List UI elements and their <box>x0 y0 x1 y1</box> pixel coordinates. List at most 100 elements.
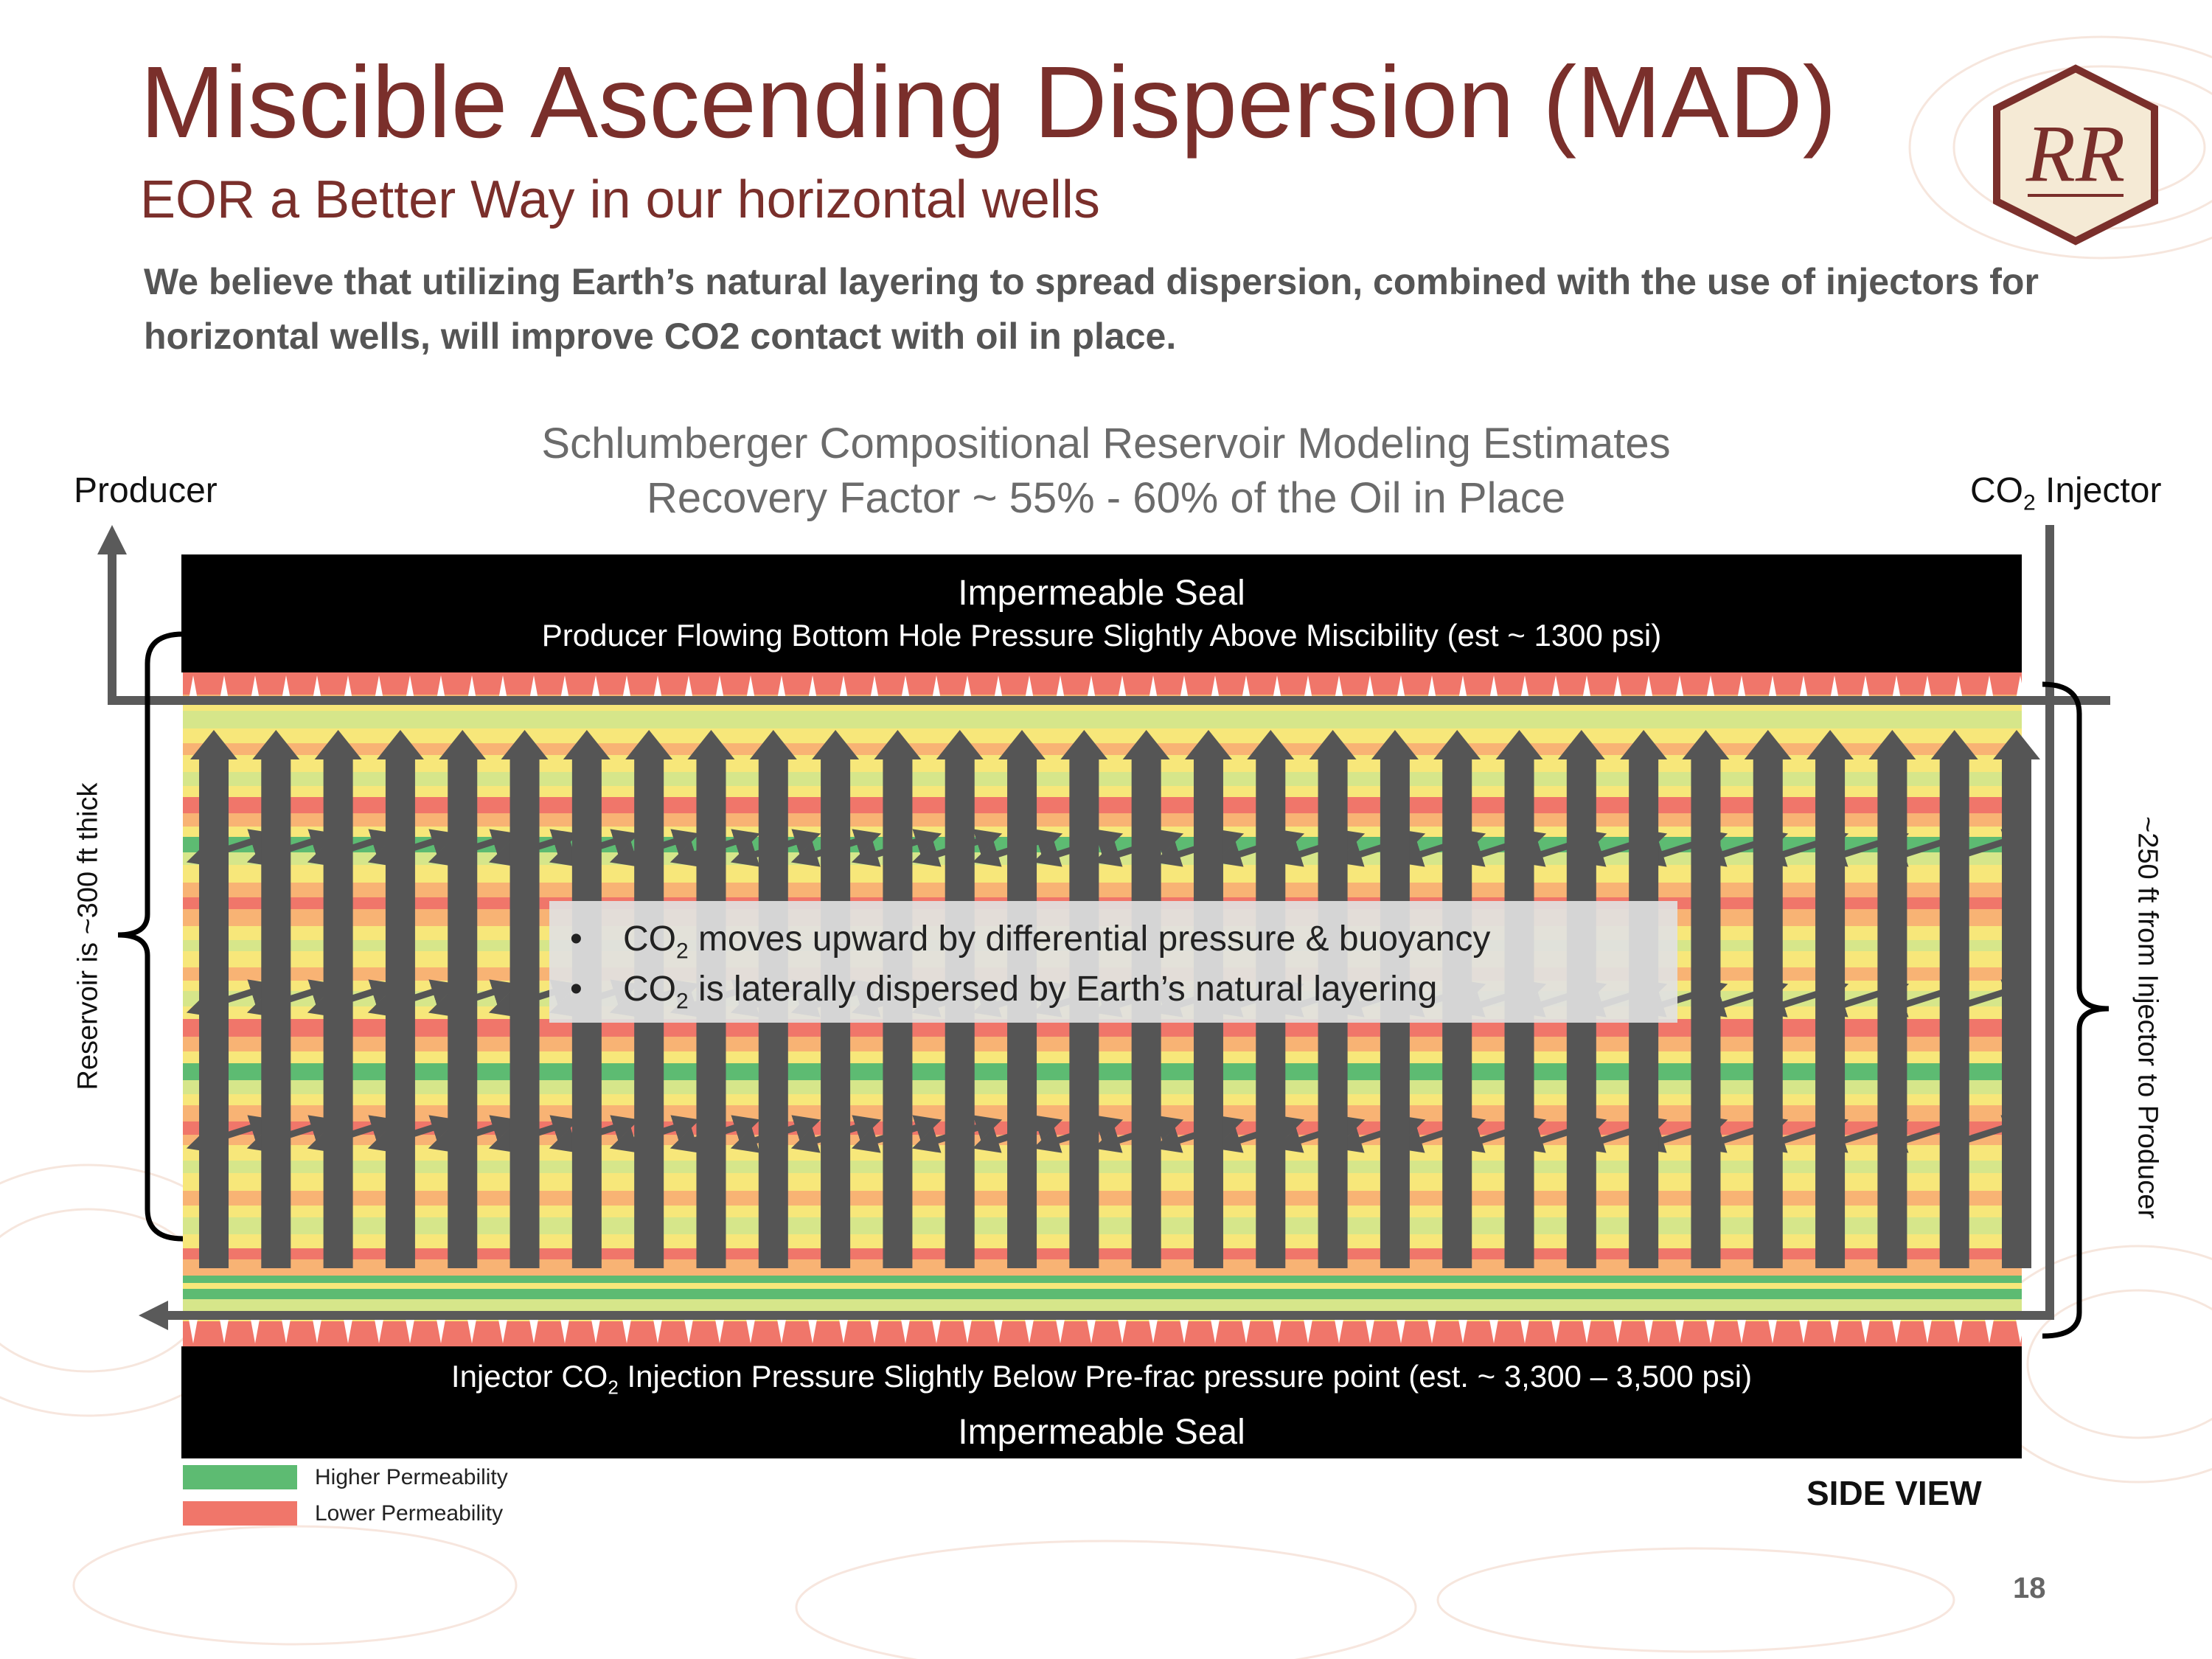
bottom-seal-note: Injector CO2 Injection Pressure Slightly… <box>451 1359 1753 1399</box>
reservoir-layer <box>183 711 2022 728</box>
boundary-spike <box>1396 1315 1406 1343</box>
boundary-spike <box>1520 1315 1530 1343</box>
boundary-spike <box>1148 1315 1158 1343</box>
boundary-spike <box>1303 1315 1313 1343</box>
boundary-spike <box>1334 1315 1344 1343</box>
boundary-spike <box>622 1315 632 1343</box>
boundary-spike <box>1674 1315 1685 1343</box>
boundary-spike <box>1953 1315 1964 1343</box>
boundary-spike <box>2015 1315 2025 1343</box>
upward-flow-arrow-icon <box>1806 730 1854 1268</box>
top-impermeable-seal: Impermeable Seal Producer Flowing Bottom… <box>181 554 2022 672</box>
boundary-spike <box>529 1315 539 1343</box>
boundary-spike <box>838 1315 849 1343</box>
injector-pipe <box>164 525 2054 1320</box>
boundary-spike <box>807 1315 818 1343</box>
boundary-spike <box>1922 1315 1933 1343</box>
boundary-spike <box>1644 1315 1654 1343</box>
boundary-spike <box>250 1315 260 1343</box>
boundary-spike <box>776 1315 787 1343</box>
key-points-box: • CO2 moves upward by differential pressu… <box>549 901 1677 1023</box>
boundary-spike <box>1829 1315 1840 1343</box>
side-view-label: SIDE VIEW <box>1806 1474 1982 1512</box>
boundary-spike <box>188 1315 198 1343</box>
boundary-spike <box>1241 1315 1251 1343</box>
intro-paragraph: We believe that utilizing Earth’s natura… <box>144 261 2039 357</box>
boundary-spike <box>684 1315 694 1343</box>
upward-flow-arrow-icon <box>314 730 362 1268</box>
boundary-spike <box>405 1315 415 1343</box>
boundary-spike <box>1086 1315 1096 1343</box>
boundary-spike <box>1427 1315 1437 1343</box>
well-pipe-arrow-icon <box>97 525 127 554</box>
boundary-spike <box>931 1315 942 1343</box>
upward-flow-arrow-icon <box>252 730 300 1268</box>
bullet-item-1: • CO2 moves upward by differential pressu… <box>570 919 1491 964</box>
well-pipe-arrow-icon <box>139 1301 168 1330</box>
upward-flow-arrow-icon <box>1930 730 1978 1268</box>
slide-subtitle: EOR a Better Way in our horizontal wells <box>140 170 1100 229</box>
boundary-spike <box>1055 1315 1065 1343</box>
upward-flow-arrow-icon <box>439 730 487 1268</box>
boundary-spike <box>1551 1315 1561 1343</box>
boundary-band <box>183 1321 2022 1346</box>
boundary-spike <box>1179 1315 1189 1343</box>
boundary-spike <box>591 1315 601 1343</box>
top-seal-title: Impermeable Seal <box>958 574 1245 613</box>
thickness-bracket <box>117 631 184 1242</box>
boundary-spike <box>1582 1315 1592 1343</box>
model-line-2: Recovery Factor ~ 55% - 60% of the Oil i… <box>647 474 1565 522</box>
boundary-spike <box>1272 1315 1282 1343</box>
boundary-band <box>183 1276 2022 1283</box>
legend-swatch-higher <box>183 1465 297 1489</box>
injector-producer-distance-label: ~250 ft from Injector to Producer <box>2132 816 2163 1219</box>
distance-bracket <box>2042 681 2110 1339</box>
model-line-1: Schlumberger Compositional Reservoir Mod… <box>541 420 1671 467</box>
boundary-spike <box>1489 1315 1499 1343</box>
boundary-spike <box>1705 1315 1716 1343</box>
bottom-seal-title: Impermeable Seal <box>958 1413 1245 1453</box>
boundary-spike <box>560 1315 570 1343</box>
injector-label: CO2 Injector <box>1970 471 2162 515</box>
logo-text: RR <box>2025 108 2125 198</box>
upward-flow-arrow-icon <box>190 730 237 1268</box>
company-logo-icon: RR <box>1983 63 2168 247</box>
boundary-spike <box>374 1315 384 1343</box>
dimension-brackets <box>117 631 2110 1339</box>
boundary-band <box>183 672 2022 695</box>
upward-flow-arrow-icon <box>1682 730 1730 1268</box>
upward-flow-arrow-icon <box>1993 730 2040 1268</box>
producer-pipe <box>108 552 2110 705</box>
boundary-spike <box>900 1315 911 1343</box>
bullet-item-2: • CO2 is laterally dispersed by Earth’s n… <box>570 970 1438 1014</box>
boundary-spike <box>1613 1315 1623 1343</box>
boundary-spike <box>993 1315 1004 1343</box>
well-pipes <box>97 525 2110 1330</box>
legend-label-higher: Higher Permeability <box>315 1465 508 1489</box>
upward-flow-arrow-icon <box>501 730 549 1268</box>
boundary-spike <box>436 1315 446 1343</box>
boundary-spike <box>1210 1315 1220 1343</box>
boundary-spike <box>962 1315 973 1343</box>
boundary-spike <box>343 1315 353 1343</box>
top-seal-note: Producer Flowing Bottom Hole Pressure Sl… <box>541 618 1662 653</box>
legend-label-lower: Lower Permeability <box>315 1501 504 1526</box>
upward-flow-arrow-icon <box>1744 730 1792 1268</box>
boundary-spike <box>312 1315 322 1343</box>
boundary-spike <box>653 1315 663 1343</box>
producer-label: Producer <box>74 471 218 510</box>
page-number: 18 <box>2013 1572 2046 1604</box>
slide-title: Miscible Ascending Dispersion (MAD) <box>140 46 1837 159</box>
boundary-spike <box>869 1315 880 1343</box>
upward-flow-arrow-icon <box>376 730 424 1268</box>
upward-flow-arrow-icon <box>1868 730 1916 1268</box>
upward-flow-arrows <box>190 730 2040 1268</box>
boundary-spike <box>745 1315 756 1343</box>
legend-swatch-lower <box>183 1501 297 1526</box>
boundary-spike <box>1860 1315 1871 1343</box>
boundary-spike <box>1891 1315 1902 1343</box>
boundary-spike <box>1365 1315 1375 1343</box>
boundary-spike <box>1767 1315 1778 1343</box>
boundary-spike <box>498 1315 508 1343</box>
